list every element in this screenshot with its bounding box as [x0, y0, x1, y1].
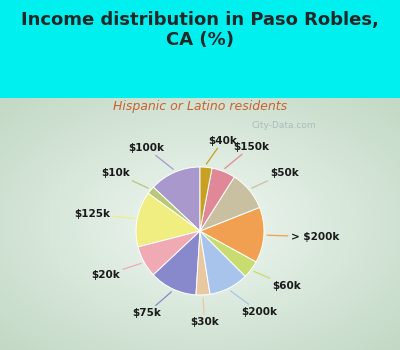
Wedge shape	[200, 208, 264, 262]
Text: Income distribution in Paso Robles,
CA (%): Income distribution in Paso Robles, CA (…	[21, 10, 379, 49]
Text: $75k: $75k	[132, 292, 171, 318]
Wedge shape	[196, 231, 210, 295]
Text: $20k: $20k	[92, 263, 141, 280]
Text: $10k: $10k	[101, 168, 148, 188]
Text: Hispanic or Latino residents: Hispanic or Latino residents	[113, 100, 287, 113]
Text: $40k: $40k	[206, 135, 238, 164]
Wedge shape	[148, 187, 200, 231]
Wedge shape	[200, 231, 245, 294]
Wedge shape	[136, 194, 200, 247]
Text: $125k: $125k	[75, 209, 134, 219]
Text: $200k: $200k	[230, 291, 277, 317]
Text: $30k: $30k	[190, 298, 219, 327]
Text: $50k: $50k	[252, 168, 299, 188]
Text: > $200k: > $200k	[267, 232, 339, 242]
Wedge shape	[153, 167, 200, 231]
Wedge shape	[200, 168, 234, 231]
Wedge shape	[153, 231, 200, 295]
Text: $150k: $150k	[225, 141, 270, 168]
Text: $100k: $100k	[128, 142, 173, 169]
Wedge shape	[138, 231, 200, 275]
Wedge shape	[200, 167, 212, 231]
Text: City-Data.com: City-Data.com	[252, 121, 317, 130]
Wedge shape	[200, 177, 260, 231]
Wedge shape	[200, 231, 256, 276]
Text: $60k: $60k	[254, 271, 302, 290]
